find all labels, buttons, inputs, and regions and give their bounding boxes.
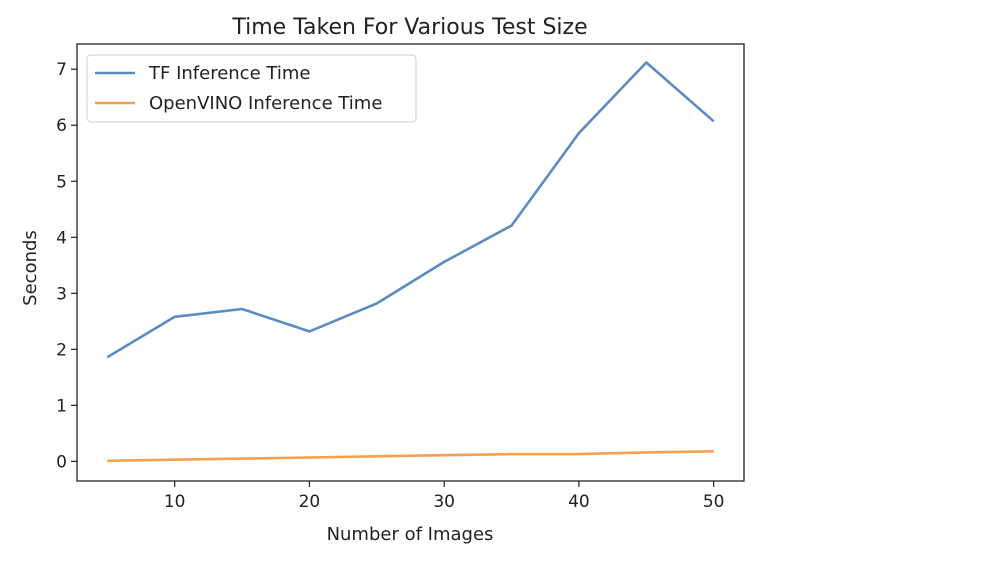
plot-area xyxy=(106,61,715,463)
y-tick-label: 7 xyxy=(56,60,67,80)
x-tick-label: 20 xyxy=(299,492,321,512)
y-axis: 0 1 2 3 4 5 6 7 xyxy=(56,60,77,472)
x-tick-label: 30 xyxy=(433,492,455,512)
y-tick-label: 0 xyxy=(56,452,67,472)
series-line-1 xyxy=(107,450,714,463)
y-tick-label: 5 xyxy=(56,172,67,192)
x-axis-label: Number of Images xyxy=(327,524,494,545)
y-tick-label: 6 xyxy=(56,116,67,136)
legend-box xyxy=(86,54,417,123)
series-line-0 xyxy=(106,61,715,359)
plot-frame xyxy=(76,43,745,482)
legend-label: TF Inference Time xyxy=(148,63,310,84)
y-axis-label: Seconds xyxy=(20,230,41,306)
y-tick-label: 2 xyxy=(56,340,67,360)
x-axis: 10 20 30 40 50 xyxy=(164,481,725,512)
legend: TF Inference Time OpenVINO Inference Time xyxy=(86,54,417,123)
y-tick-label: 4 xyxy=(56,228,67,248)
x-tick-label: 10 xyxy=(164,492,186,512)
y-tick-label: 1 xyxy=(56,396,67,416)
legend-label: OpenVINO Inference Time xyxy=(149,93,382,114)
x-tick-label: 50 xyxy=(703,492,725,512)
x-tick-label: 40 xyxy=(568,492,590,512)
y-tick-label: 3 xyxy=(56,284,67,304)
chart-title: Time Taken For Various Test Size xyxy=(231,15,587,40)
